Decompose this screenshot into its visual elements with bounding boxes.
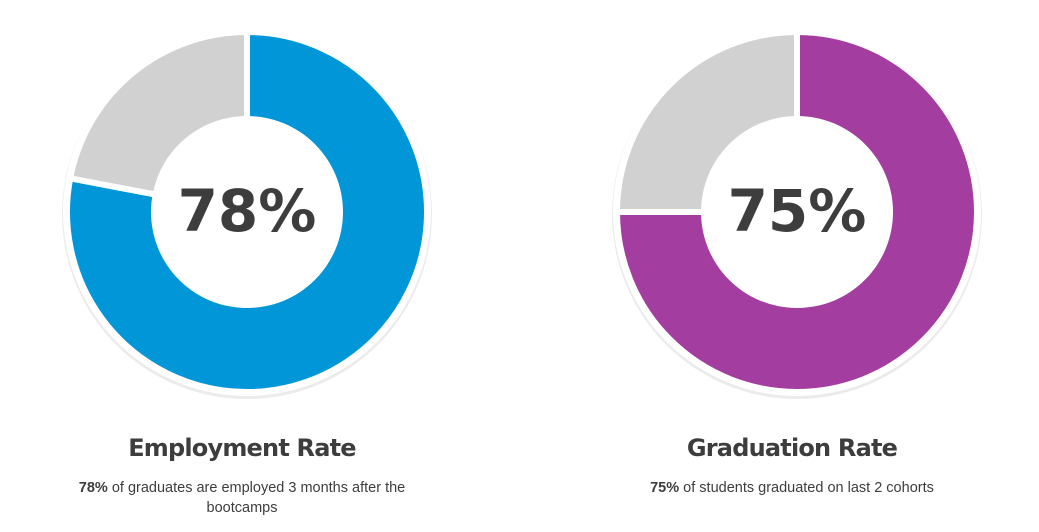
graduation-rate-description-value: 75% xyxy=(650,480,680,496)
employment-rate-donut-hole xyxy=(151,116,343,308)
employment-rate-description-text: of graduates are employed 3 months after… xyxy=(107,480,406,516)
graduation-rate-description-text: of students graduated on last 2 cohorts xyxy=(679,480,934,496)
graduation-rate-value-slice xyxy=(613,28,980,395)
graduation-rate-description: 75% of students graduated on last 2 coho… xyxy=(607,478,977,498)
employment-rate-slices xyxy=(62,28,432,399)
employment-rate-donut-chart: 78% xyxy=(62,28,432,399)
employment-rate-card: 78% Employment Rate 78% of graduates are… xyxy=(7,0,477,532)
employment-rate-description: 78% of graduates are employed 3 months a… xyxy=(57,478,427,518)
employment-rate-title: Employment Rate xyxy=(128,434,356,462)
employment-rate-value-slice xyxy=(64,28,430,395)
graduation-rate-center-label: 75% xyxy=(728,177,867,245)
employment-rate-description-value: 78% xyxy=(78,480,108,496)
graduation-rate-card: 75% Graduation Rate 75% of students grad… xyxy=(557,0,1027,532)
graduation-rate-donut-hole xyxy=(701,116,893,308)
graduation-rate-slices xyxy=(612,28,982,399)
employment-rate-center-label: 78% xyxy=(178,177,317,245)
graduation-rate-title: Graduation Rate xyxy=(686,434,898,462)
graduation-rate-donut-chart: 75% xyxy=(612,28,982,399)
